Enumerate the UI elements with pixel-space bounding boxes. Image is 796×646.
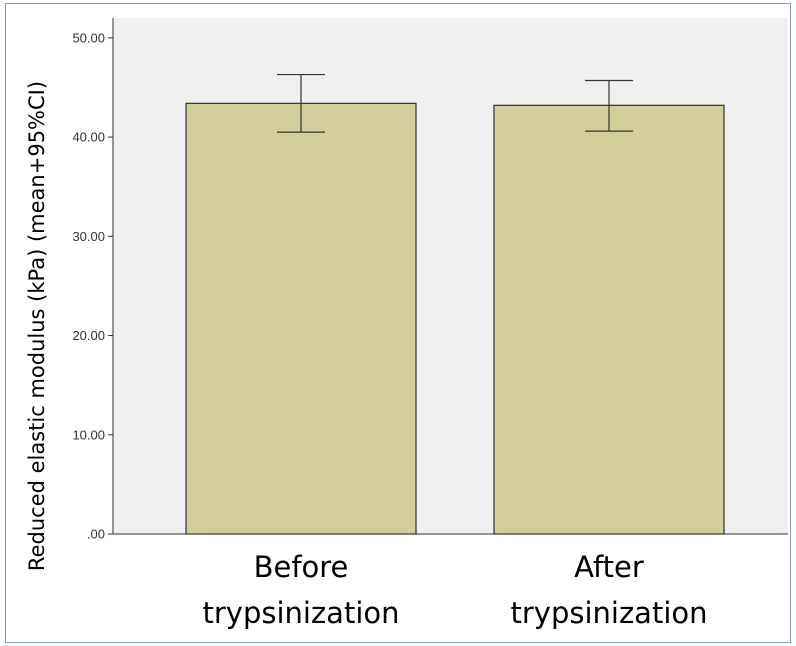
y-tick-label: 40.00 <box>72 130 105 145</box>
y-tick-label: .00 <box>87 527 105 542</box>
x-category-label: Before trypsinization <box>202 550 399 630</box>
y-tick-label: 20.00 <box>72 328 105 343</box>
y-tick-label: 30.00 <box>72 229 105 244</box>
bar <box>493 104 725 535</box>
bar <box>185 102 417 535</box>
y-tick-label: 50.00 <box>72 30 105 45</box>
y-axis-title: Reduced elastic modulus (kPa) (mean+95%C… <box>25 81 49 571</box>
y-tick-label: 10.00 <box>72 427 105 442</box>
x-category-label: After trypsinization <box>510 550 707 630</box>
chart-frame <box>5 3 791 643</box>
